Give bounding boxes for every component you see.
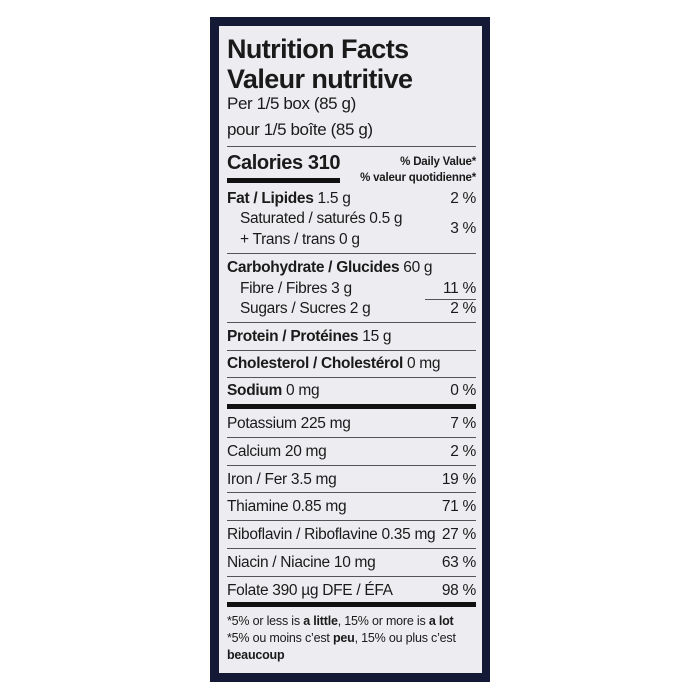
divider bbox=[227, 464, 476, 466]
daily-value-en: % Daily Value* bbox=[400, 156, 476, 168]
nutrient-row-cholesterol: Cholesterol / Cholestérol 0 mg bbox=[227, 355, 441, 372]
footnote-fr-cont: beaucoup bbox=[227, 648, 285, 662]
micronutrient-dv: 2 % bbox=[450, 442, 476, 460]
divider bbox=[227, 253, 476, 254]
micronutrient-dv: 19 % bbox=[441, 470, 476, 488]
micronutrient-label: Riboflavin / Riboflavine 0.35 mg bbox=[227, 526, 436, 544]
divider bbox=[227, 520, 476, 522]
nutrient-row-protein: Protein / Protéines 15 g bbox=[227, 328, 392, 345]
divider bbox=[425, 299, 476, 300]
thick-divider bbox=[227, 404, 476, 409]
nutrient-row-saturated: Saturated / saturés 0.5 g bbox=[240, 210, 403, 227]
micronutrient-label: Thiamine 0.85 mg bbox=[227, 498, 347, 516]
micronutrient-row: Riboflavin / Riboflavine 0.35 mg 27 % bbox=[227, 526, 476, 544]
divider bbox=[227, 350, 476, 351]
divider bbox=[227, 322, 476, 323]
serving-fr: pour 1/5 boîte (85 g) bbox=[227, 120, 373, 139]
micronutrient-dv: 7 % bbox=[450, 415, 476, 432]
micronutrient-row: Thiamine 0.85 mg 71 % bbox=[227, 498, 476, 516]
micronutrient-row: Niacin / Niacine 10 mg 63 % bbox=[227, 554, 476, 572]
micronutrient-row: Folate 390 µg DFE / ÉFA 98 % bbox=[227, 582, 476, 600]
calories-bar bbox=[227, 178, 340, 183]
micronutrient-label: Folate 390 µg DFE / ÉFA bbox=[227, 581, 393, 599]
divider bbox=[227, 146, 476, 147]
micronutrient-row: Potassium 225 mg 7 % bbox=[227, 415, 476, 433]
micronutrient-dv: 63 % bbox=[441, 554, 476, 571]
micronutrient-label: Iron / Fer 3.5 mg bbox=[227, 470, 337, 488]
micronutrient-label: Niacin / Niacine 10 mg bbox=[227, 554, 376, 571]
daily-value-fr: % valeur quotidienne* bbox=[360, 172, 476, 184]
divider bbox=[227, 548, 476, 549]
nutrient-row-carbohydrate: Carbohydrate / Glucides 60 g bbox=[227, 259, 433, 276]
title-en: Nutrition Facts bbox=[227, 34, 409, 64]
micronutrient-row: Iron / Fer 3.5 mg 19 % bbox=[227, 471, 476, 489]
micronutrient-label: Calcium 20 mg bbox=[227, 442, 327, 460]
micronutrient-dv: 27 % bbox=[441, 526, 476, 544]
divider bbox=[227, 377, 476, 378]
divider bbox=[227, 575, 476, 577]
micronutrient-label: Potassium 225 mg bbox=[227, 415, 351, 432]
micronutrient-dv: 98 % bbox=[441, 581, 476, 599]
nutrient-row-sodium: Sodium 0 mg 0 % bbox=[227, 382, 476, 399]
serving-en: Per 1/5 box (85 g) bbox=[227, 94, 356, 113]
footnote-fr: *5% ou moins c’est peu, 15% ou plus c’es… bbox=[227, 631, 456, 645]
footnote-en: *5% or less is a little, 15% or more is … bbox=[227, 614, 454, 628]
nutrient-row-fibre: Fibre / Fibres 3 g 11 % bbox=[240, 280, 476, 297]
micronutrient-dv: 71 % bbox=[441, 498, 476, 516]
calories: Calories 310 bbox=[227, 152, 341, 174]
divider bbox=[227, 492, 476, 494]
micronutrient-row: Calcium 20 mg 2 % bbox=[227, 443, 476, 461]
nutrition-facts-panel: Nutrition Facts Valeur nutritive Per 1/5… bbox=[219, 26, 482, 673]
divider bbox=[227, 436, 476, 438]
title-fr: Valeur nutritive bbox=[227, 64, 413, 94]
thick-divider bbox=[227, 602, 476, 607]
